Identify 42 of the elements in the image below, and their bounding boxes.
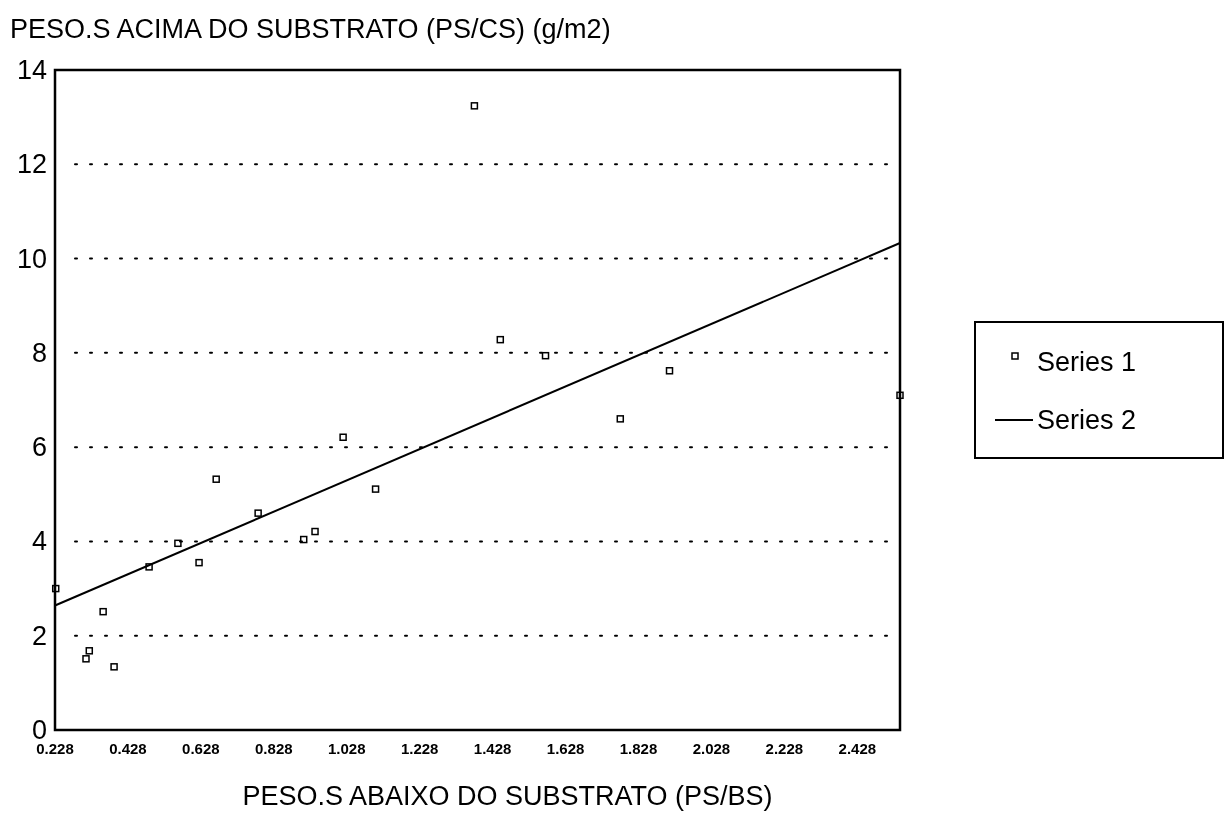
x-tick-label: 2.228	[765, 740, 804, 757]
point	[99, 607, 107, 616]
legend-label: Series 1	[1037, 347, 1137, 377]
point	[311, 527, 319, 536]
y-tick-label: 12	[16, 149, 47, 180]
point	[195, 558, 203, 567]
y-tick-label: 14	[16, 55, 47, 85]
point	[665, 367, 674, 375]
y-tick-label: 2	[31, 620, 47, 651]
point	[254, 509, 262, 517]
chart-title: PESO.S ACIMA DO SUBSTRATO (PS/CS) (g/m2)	[10, 14, 611, 44]
point	[470, 102, 479, 110]
x-tick-label: 2.028	[692, 740, 731, 757]
point	[896, 391, 904, 400]
point	[82, 655, 90, 663]
x-axis-title: PESO.S ABAIXO DO SUBSTRATO (PS/BS)	[242, 781, 773, 811]
x-tick-label: 0.628	[182, 740, 220, 757]
y-tick-label: 10	[16, 243, 47, 274]
point	[616, 415, 625, 423]
point	[496, 335, 505, 344]
y-tick-label: 8	[31, 337, 47, 368]
x-tick-label: 0.428	[109, 740, 147, 757]
y-tick-label: 6	[31, 432, 47, 463]
point	[541, 351, 550, 360]
x-tick-label: 1.428	[473, 740, 512, 757]
x-tick-label: 1.028	[327, 740, 366, 757]
point	[339, 433, 347, 441]
point	[299, 535, 308, 544]
x-tick-label: 1.828	[619, 740, 658, 757]
x-tick-label: 1.628	[546, 740, 585, 757]
point	[51, 584, 60, 593]
x-tick-label: 1.228	[400, 740, 439, 757]
point	[212, 475, 220, 483]
point	[174, 539, 182, 548]
point	[145, 563, 153, 571]
legend-label: Series 2	[1037, 405, 1137, 435]
point	[371, 485, 380, 493]
point	[85, 647, 94, 655]
point	[110, 663, 118, 671]
x-tick-label: 0.828	[255, 740, 293, 757]
x-tick-label: 2.428	[838, 740, 877, 757]
y-tick-label: 4	[31, 526, 47, 557]
